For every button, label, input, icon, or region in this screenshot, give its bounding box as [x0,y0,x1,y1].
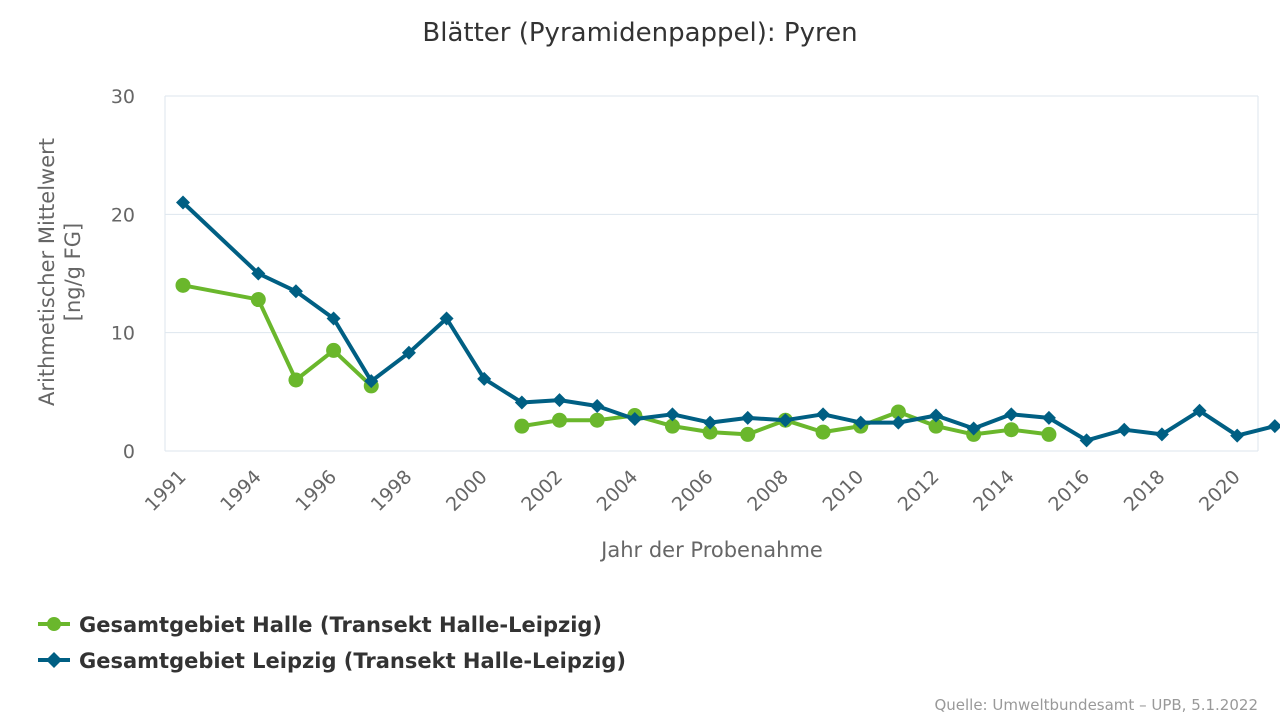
data-point-leipzig-2011[interactable] [929,408,943,423]
y-tick-label: 20 [111,204,135,226]
x-tick-label: 1998 [367,466,417,516]
legend-label-leipzig: Gesamtgebiet Leipzig (Transekt Halle-Lei… [79,649,626,673]
chart-title: Blätter (Pyramidenpappel): Pyren [422,18,857,48]
data-point-leipzig-2004[interactable] [665,407,680,422]
data-point-leipzig-1999[interactable] [477,371,492,386]
legend-marker-halle [47,617,61,631]
data-point-halle-1994[interactable] [288,372,304,388]
data-point-leipzig-2005[interactable] [703,415,718,430]
y-axis-title-line2: [ng/g FG] [61,223,85,321]
data-point-leipzig-2020[interactable] [1267,419,1280,434]
data-point-leipzig-2009[interactable] [853,415,868,430]
data-point-leipzig-2002[interactable] [590,399,605,414]
source-credit[interactable]: Quelle: Umweltbundesamt – UPB, 5.1.2022 [934,696,1258,714]
data-point-leipzig-2012[interactable] [966,421,981,436]
data-point-leipzig-2001[interactable] [552,393,567,408]
data-point-leipzig-2018[interactable] [1192,403,1207,418]
data-point-leipzig-2010[interactable] [891,415,906,430]
series-leipzig [176,195,1280,448]
data-point-leipzig-2008[interactable] [816,407,831,422]
legend-item-leipzig[interactable]: Gesamtgebiet Leipzig (Transekt Halle-Lei… [38,649,626,673]
data-point-leipzig-1996[interactable] [364,374,379,389]
data-point-leipzig-1993[interactable] [251,266,266,281]
data-point-leipzig-2014[interactable] [1041,410,1056,425]
x-tick-label: 2020 [1195,466,1245,516]
data-point-leipzig-2006[interactable] [740,410,755,425]
series-line-leipzig [181,201,1276,443]
x-axis-title: Jahr der Probenahme [599,538,823,562]
y-tick-label: 30 [111,86,135,108]
data-point-halle-2013[interactable] [1003,422,1019,438]
data-point-halle-2004[interactable] [664,418,680,434]
data-point-halle-2002[interactable] [589,412,605,428]
data-point-leipzig-1994[interactable] [288,284,303,299]
data-point-halle-2001[interactable] [552,412,567,428]
x-tick-label: 2002 [517,466,567,516]
x-tick-label: 2014 [969,466,1019,516]
legend-item-halle[interactable]: Gesamtgebiet Halle (Transekt Halle-Leipz… [38,613,602,637]
y-axis-ticks: 0 10 20 30 [111,86,135,463]
x-axis-ticks: 1991 1994 1996 1998 2000 2002 2004 2006 2008 2010… [141,466,1245,516]
data-point-leipzig-1995[interactable] [326,311,341,326]
x-tick-label: 1991 [141,466,191,516]
x-tick-label: 2016 [1044,466,1094,516]
data-point-leipzig-2003[interactable] [627,412,642,427]
gridlines [164,95,1259,452]
data-point-leipzig-2017[interactable] [1154,427,1169,442]
data-point-halle-2011[interactable] [928,418,944,434]
data-point-leipzig-2007[interactable] [778,413,793,428]
data-point-halle-2008[interactable] [815,424,831,440]
x-tick-label: 2004 [593,466,643,516]
data-point-leipzig-2016[interactable] [1117,422,1132,437]
data-point-leipzig-2019[interactable] [1230,428,1245,443]
y-axis-title-line1: Arithmetischer Mittelwert [35,138,59,406]
legend-label-halle: Gesamtgebiet Halle (Transekt Halle-Leipz… [79,613,602,637]
data-point-halle-1995[interactable] [326,342,342,358]
data-point-leipzig-1997[interactable] [401,345,416,360]
data-point-halle-2005[interactable] [702,424,718,440]
x-tick-label: 1994 [216,466,266,516]
y-tick-label: 0 [123,441,135,463]
series-group [175,195,1280,448]
data-point-halle-2014[interactable] [1041,426,1057,442]
x-tick-label: 2010 [818,466,868,516]
data-point-halle-1993[interactable] [250,292,266,308]
legend: Gesamtgebiet Halle (Transekt Halle-Leipz… [38,613,626,673]
x-tick-label: 2000 [442,466,492,516]
legend-marker-leipzig [46,652,62,668]
x-tick-label: 2018 [1120,466,1170,516]
data-point-leipzig-2015[interactable] [1079,433,1094,448]
x-tick-label: 2006 [668,466,718,516]
data-point-leipzig-2000[interactable] [514,395,529,410]
x-tick-label: 2012 [894,466,944,516]
data-point-halle-1991[interactable] [175,277,191,293]
x-tick-label: 2008 [743,466,793,516]
data-point-halle-2006[interactable] [740,426,756,442]
x-tick-label: 1996 [291,466,341,516]
y-tick-label: 10 [111,323,135,345]
data-point-leipzig-1998[interactable] [439,311,454,326]
data-point-halle-2010[interactable] [890,404,906,420]
data-point-leipzig-1991[interactable] [176,195,190,210]
data-point-leipzig-2013[interactable] [1004,407,1019,422]
data-point-halle-2000[interactable] [514,418,530,434]
